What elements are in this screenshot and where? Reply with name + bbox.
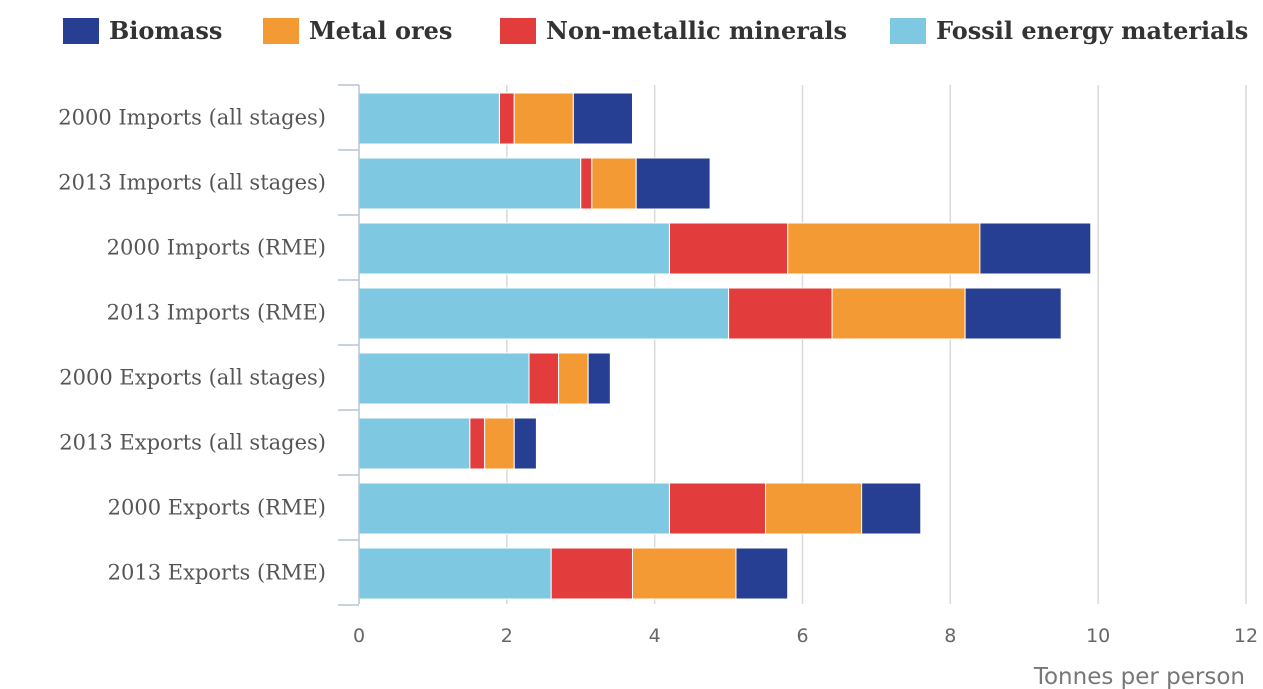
legend-item-metal-ores: Metal ores [263,16,452,45]
bar-segment-metal-ores [513,92,574,145]
x-tick-label: 10 [1086,625,1110,647]
category-label: 2013 Exports (RME) [108,561,326,585]
bar-segment-fossil-energy-materials [358,547,552,600]
bar-segment-biomass [964,287,1062,340]
category-label: 2000 Exports (all stages) [59,366,326,390]
legend-label: Metal ores [309,16,452,45]
bar-segment-metal-ores [591,157,637,210]
legend-item-biomass: Biomass [63,16,222,45]
bar-segment-biomass [735,547,789,600]
bar-segment-metal-ores [765,482,863,535]
category-label: 2000 Imports (RME) [107,236,326,260]
bar-segment-fossil-energy-materials [358,352,530,405]
x-tick-label: 12 [1234,625,1258,647]
bar-segment-fossil-energy-materials [358,417,471,470]
legend-label: Biomass [109,16,222,45]
legend-swatch [63,18,99,44]
bar-segment-biomass [572,92,633,145]
x-tick-label: 8 [944,625,956,647]
legend-swatch [500,18,536,44]
category-label: 2000 Imports (all stages) [58,106,326,130]
legend-item-fossil-energy-materials: Fossil energy materials [890,16,1248,45]
bar-segment-biomass [635,157,711,210]
bars [358,92,1092,600]
legend-label: Non-metallic minerals [546,16,847,45]
bar-segment-fossil-energy-materials [358,92,500,145]
bar-segment-fossil-energy-materials [358,157,582,210]
x-tick-label: 6 [796,625,808,647]
category-label: 2013 Imports (all stages) [58,171,326,195]
bar-segment-metal-ores [484,417,515,470]
bar-segment-non-metallic-minerals [668,482,767,535]
bar-segment-non-metallic-minerals [528,352,560,405]
legend-swatch [263,18,299,44]
bar-segment-non-metallic-minerals [580,157,593,210]
x-axis: 0 2 4 6 8 10 12 [353,625,1258,647]
category-label: 2000 Exports (RME) [108,496,326,520]
legend: Biomass Metal ores Non-metallic minerals Fo… [63,16,1248,45]
legend-item-non-metallic-minerals: Non-metallic minerals [500,16,847,45]
bar-segment-metal-ores [787,222,981,275]
bar-segment-non-metallic-minerals [728,287,833,340]
legend-swatch [890,18,926,44]
bar-segment-non-metallic-minerals [668,222,789,275]
bar-segment-fossil-energy-materials [358,287,730,340]
category-label: 2013 Imports (RME) [107,301,326,325]
bar-segment-non-metallic-minerals [550,547,633,600]
bar-segment-biomass [587,352,611,405]
bar-segment-biomass [513,417,537,470]
bar-segment-metal-ores [631,547,737,600]
bar-segment-metal-ores [831,287,966,340]
bar-segment-non-metallic-minerals [469,417,486,470]
category-label: 2013 Exports (all stages) [59,431,326,455]
bar-segment-biomass [861,482,922,535]
y-axis: 2000 Imports (all stages) 2013 Imports (a… [58,84,360,606]
legend-label: Fossil energy materials [936,16,1248,45]
x-tick-label: 4 [649,625,661,647]
x-axis-title: Tonnes per person [1033,664,1245,689]
bar-segment-non-metallic-minerals [498,92,515,145]
bar-segment-biomass [979,222,1092,275]
bar-segment-fossil-energy-materials [358,482,670,535]
x-tick-label: 0 [353,625,365,647]
bar-segment-metal-ores [558,352,589,405]
bar-segment-fossil-energy-materials [358,222,670,275]
x-tick-label: 2 [501,625,513,647]
